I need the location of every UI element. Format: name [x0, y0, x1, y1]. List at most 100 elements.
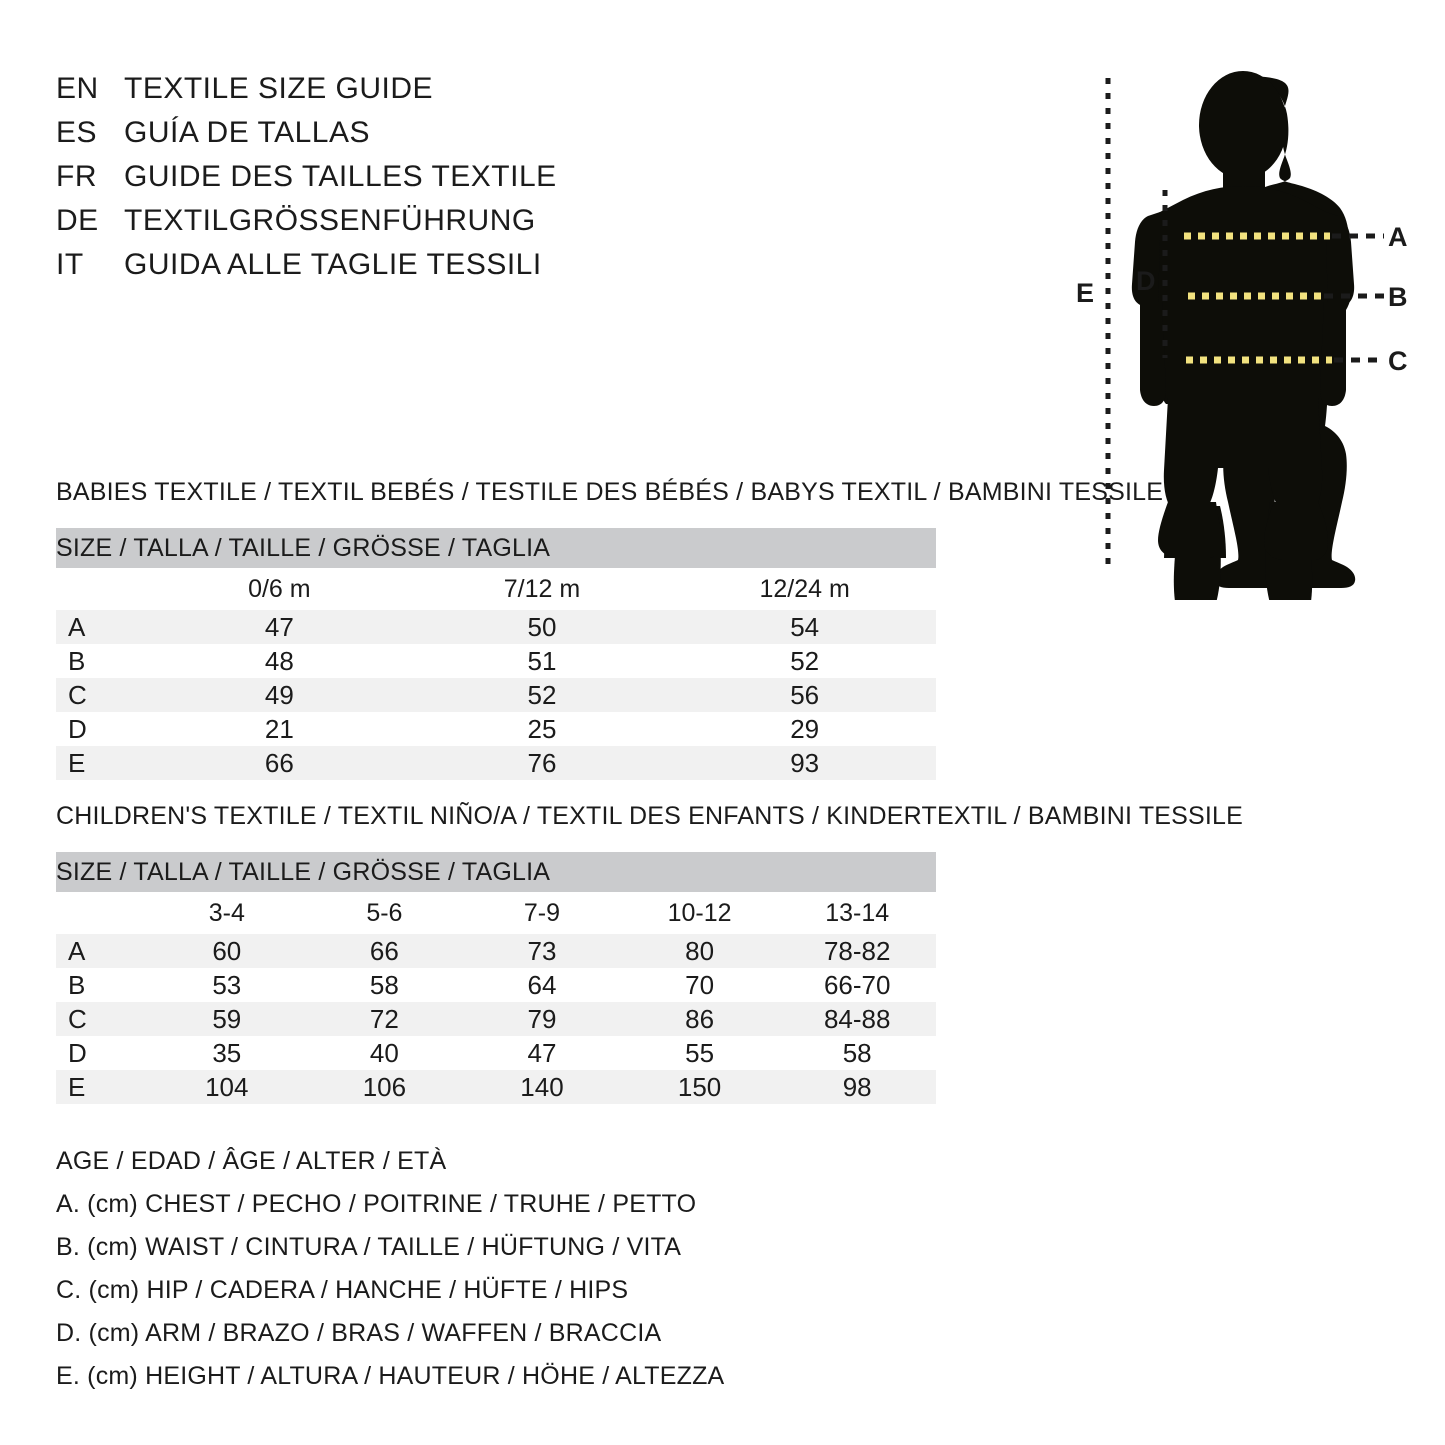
- cell-value: 21: [264, 713, 294, 744]
- cell-value: 29: [790, 713, 820, 744]
- cell-value: 47: [148, 610, 411, 644]
- language-title: GUIDA ALLE TAGLIE TESSILI: [124, 248, 542, 281]
- language-header: EN TEXTILE SIZE GUIDE ES GUÍA DE TALLAS …: [56, 72, 557, 292]
- cell-value: 76: [410, 746, 674, 780]
- babies-column-header: 0/6 m: [248, 574, 311, 603]
- figure-left-arm: [1140, 302, 1166, 406]
- table-row: A 60 66 73 80 78-82: [56, 934, 936, 968]
- babies-corner-cell: [56, 568, 148, 610]
- table-row: C 49 52 56: [56, 678, 936, 712]
- legend-line-chest: A. (cm) CHEST / PECHO / POITRINE / TRUHE…: [56, 1190, 697, 1218]
- cell-value: 60: [148, 934, 306, 968]
- figure-label-e: E: [1076, 278, 1095, 308]
- cell-value: 48: [264, 645, 294, 676]
- cell-value: 52: [410, 678, 674, 712]
- cell-value: 98: [778, 1070, 936, 1104]
- row-label: E: [56, 1070, 148, 1104]
- language-code: EN: [56, 72, 99, 105]
- table-row: E 66 76 93: [56, 746, 936, 780]
- figure-measurement-lines: [1105, 78, 1384, 572]
- cell-value: 64: [527, 969, 557, 1000]
- language-row: EN TEXTILE SIZE GUIDE: [56, 72, 557, 116]
- cell-value: 86: [620, 1002, 779, 1036]
- table-row: D 21 25 29: [56, 712, 936, 746]
- figure-left-shoe: [1158, 502, 1222, 558]
- babies-column-header-row: 0/6 m 7/12 m 12/24 m: [56, 568, 936, 610]
- cell-value: 93: [673, 746, 936, 780]
- table-row: C 59 72 79 86 84-88: [56, 1002, 936, 1036]
- child-figure-diagram: A B C D E: [1040, 40, 1445, 600]
- figure-label-c: C: [1388, 346, 1408, 376]
- children-size-header: SIZE / TALLA / TAILLE / GRÖSSE / TAGLIA: [56, 852, 936, 892]
- children-column-header-row: 3-4 5-6 7-9 10-12 13-14: [56, 892, 936, 934]
- figure-shorts: [1163, 398, 1323, 510]
- cell-value: 140: [463, 1070, 621, 1104]
- cell-value: 35: [212, 1037, 242, 1068]
- language-title: GUÍA DE TALLAS: [124, 116, 370, 149]
- language-title: TEXTILE SIZE GUIDE: [124, 72, 434, 105]
- children-column-header: 7-9: [523, 898, 561, 927]
- legend-line-age: AGE / EDAD / ÂGE / ALTER / ETÀ: [56, 1147, 447, 1175]
- babies-column-header: 12/24 m: [759, 574, 850, 603]
- figure-right-sleeve: [1326, 212, 1355, 306]
- language-row: ES GUÍA DE TALLAS: [56, 116, 557, 160]
- children-size-header-row: SIZE / TALLA / TAILLE / GRÖSSE / TAGLIA: [56, 852, 936, 892]
- cell-value: 80: [620, 934, 779, 968]
- babies-section-title: BABIES TEXTILE / TEXTIL BEBÉS / TESTILE …: [56, 478, 1164, 506]
- figure-label-a: A: [1388, 222, 1408, 252]
- figure-head: [1199, 71, 1287, 179]
- children-section: CHILDREN'S TEXTILE / TEXTIL NIÑO/A / TEX…: [56, 802, 1244, 1104]
- children-column-header: 13-14: [825, 898, 890, 927]
- row-label: E: [56, 746, 148, 780]
- babies-size-header: SIZE / TALLA / TAILLE / GRÖSSE / TAGLIA: [56, 528, 936, 568]
- language-row: DE TEXTILGRÖSSENFÜHRUNG: [56, 204, 557, 248]
- cell-value: 79: [463, 1002, 621, 1036]
- cell-value: 70: [685, 969, 715, 1000]
- language-code: FR: [56, 160, 97, 193]
- table-row: B 48 51 52: [56, 644, 936, 678]
- cell-value: 84-88: [778, 1002, 936, 1036]
- table-row: A 47 50 54: [56, 610, 936, 644]
- language-code: ES: [56, 116, 98, 149]
- legend-line-hip: C. (cm) HIP / CADERA / HANCHE / HÜFTE / …: [56, 1276, 629, 1304]
- babies-size-table: SIZE / TALLA / TAILLE / GRÖSSE / TAGLIA …: [56, 528, 936, 780]
- children-column-header: 10-12: [667, 898, 732, 927]
- babies-section: BABIES TEXTILE / TEXTIL BEBÉS / TESTILE …: [56, 478, 1164, 780]
- cell-value: 66-70: [823, 969, 891, 1000]
- row-label: B: [68, 969, 86, 1000]
- legend-line-height: E. (cm) HEIGHT / ALTURA / HAUTEUR / HÖHE…: [56, 1362, 725, 1390]
- cell-value: 51: [527, 645, 557, 676]
- cell-value: 47: [527, 1037, 557, 1068]
- children-column-header: 5-6: [366, 898, 403, 927]
- legend-line-waist: B. (cm) WAIST / CINTURA / TAILLE / HÜFTU…: [56, 1233, 682, 1261]
- language-code: DE: [56, 204, 99, 237]
- cell-value: 52: [790, 645, 820, 676]
- row-label: D: [68, 1037, 87, 1068]
- babies-column-header: 7/12 m: [503, 574, 581, 603]
- cell-value: 56: [673, 678, 936, 712]
- children-column-header: 3-4: [208, 898, 245, 927]
- figure-torso: [1142, 186, 1344, 404]
- language-row: FR GUIDE DES TAILLES TEXTILE: [56, 160, 557, 204]
- cell-value: 106: [305, 1070, 464, 1104]
- cell-value: 150: [620, 1070, 779, 1104]
- language-title: GUIDE DES TAILLES TEXTILE: [124, 160, 557, 193]
- children-section-title: CHILDREN'S TEXTILE / TEXTIL NIÑO/A / TEX…: [56, 802, 1244, 830]
- figure-left-sleeve: [1131, 212, 1160, 306]
- children-size-table: SIZE / TALLA / TAILLE / GRÖSSE / TAGLIA …: [56, 852, 936, 1104]
- figure-right-arm: [1320, 302, 1346, 406]
- row-label: A: [56, 934, 148, 968]
- cell-value: 66: [148, 746, 411, 780]
- row-label: C: [56, 1002, 148, 1036]
- row-label: D: [68, 713, 87, 744]
- measurement-legend: AGE / EDAD / ÂGE / ALTER / ETÀ A. (cm) C…: [56, 1140, 724, 1398]
- language-title: TEXTILGRÖSSENFÜHRUNG: [124, 204, 536, 237]
- cell-value: 78-82: [778, 934, 936, 968]
- language-code: IT: [56, 248, 84, 281]
- cell-value: 104: [148, 1070, 306, 1104]
- language-row: IT GUIDA ALLE TAGLIE TESSILI: [56, 248, 557, 292]
- cell-value: 55: [685, 1037, 715, 1068]
- cell-value: 54: [673, 610, 936, 644]
- cell-value: 66: [305, 934, 464, 968]
- table-row: E 104 106 140 150 98: [56, 1070, 936, 1104]
